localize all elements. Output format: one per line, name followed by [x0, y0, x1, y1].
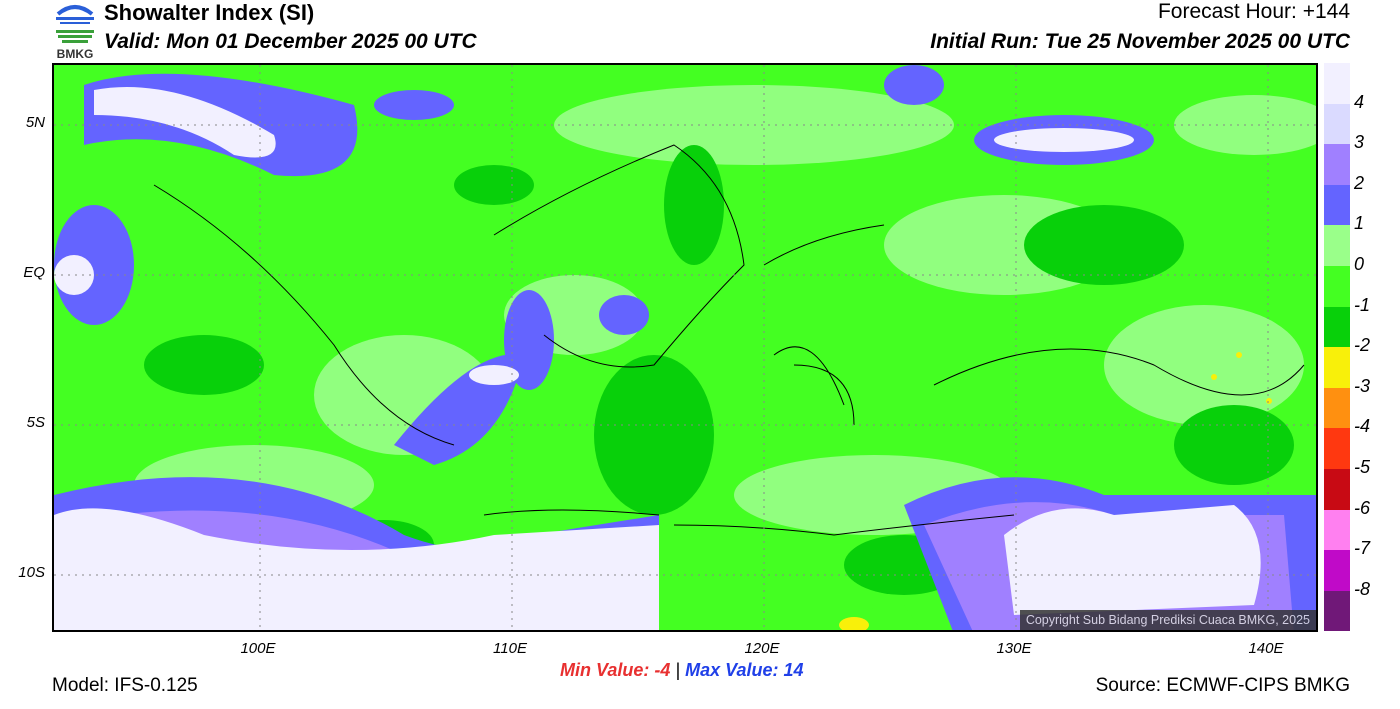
legend-label: -4 [1354, 416, 1371, 437]
svg-text:BMKG: BMKG [57, 47, 94, 60]
max-label: Max Value: [685, 660, 779, 680]
lon-label-100e: 100E [240, 640, 276, 657]
source-label: Source: ECMWF-CIPS BMKG [1095, 675, 1350, 696]
legend-label: 0 [1354, 254, 1365, 274]
min-label: Min Value: [560, 660, 650, 680]
legend-swatch [1324, 469, 1350, 510]
legend-swatch [1324, 266, 1350, 307]
max-value: 14 [783, 660, 804, 680]
legend-label: -5 [1354, 457, 1371, 477]
legend-swatch [1324, 306, 1350, 348]
initial-run: Initial Run: Tue 25 November 2025 00 UTC [930, 30, 1350, 53]
legend-swatch [1324, 387, 1350, 429]
legend-swatch [1324, 184, 1350, 226]
showalter-index-map [52, 63, 1318, 632]
legend-swatch [1324, 428, 1350, 469]
legend-label: -2 [1354, 335, 1371, 356]
legend-label: -3 [1354, 375, 1371, 396]
forecast-hour: Forecast Hour: +144 [1157, 0, 1350, 23]
legend-swatch [1324, 509, 1350, 551]
lon-label-130e: 130E [996, 640, 1032, 657]
legend-label: 1 [1354, 213, 1365, 234]
lat-label-5n: 5N [25, 114, 45, 131]
legend-label: -8 [1354, 578, 1371, 599]
lat-label-eq: EQ [23, 264, 45, 281]
lat-label-5s: 5S [26, 414, 45, 431]
legend-swatch [1324, 347, 1350, 388]
legend-label: 3 [1354, 132, 1365, 153]
lon-label-120e: 120E [744, 640, 780, 657]
legend-swatch [1324, 103, 1350, 145]
lon-label-140e: 140E [1248, 640, 1284, 657]
copyright-notice: Copyright Sub Bidang Prediksi Cuaca BMKG… [1019, 610, 1316, 630]
model-label: Model: IFS-0.125 [52, 675, 198, 696]
min-max-values: Min Value: -4 | Max Value: 14 [560, 660, 804, 681]
lon-label-110e: 110E [493, 640, 527, 657]
legend-swatch [1324, 590, 1350, 632]
legend-label: -7 [1354, 538, 1371, 559]
separator: | [675, 660, 681, 680]
legend-label: -6 [1354, 497, 1371, 518]
legend-label: 2 [1354, 172, 1365, 193]
legend-label: 4 [1354, 91, 1365, 112]
legend-swatch [1324, 63, 1350, 104]
map-title: Showalter Index (SI) [104, 0, 315, 25]
valid-time: Valid: Mon 01 December 2025 00 UTC [104, 30, 477, 53]
legend-swatch [1324, 550, 1350, 591]
legend-swatch [1324, 144, 1350, 185]
min-value: -4 [654, 660, 671, 680]
legend-swatch [1324, 225, 1350, 266]
legend-label: -1 [1354, 294, 1371, 315]
lat-label-10s: 10S [18, 564, 45, 581]
bmkg-logo: BMKG [50, 2, 100, 61]
